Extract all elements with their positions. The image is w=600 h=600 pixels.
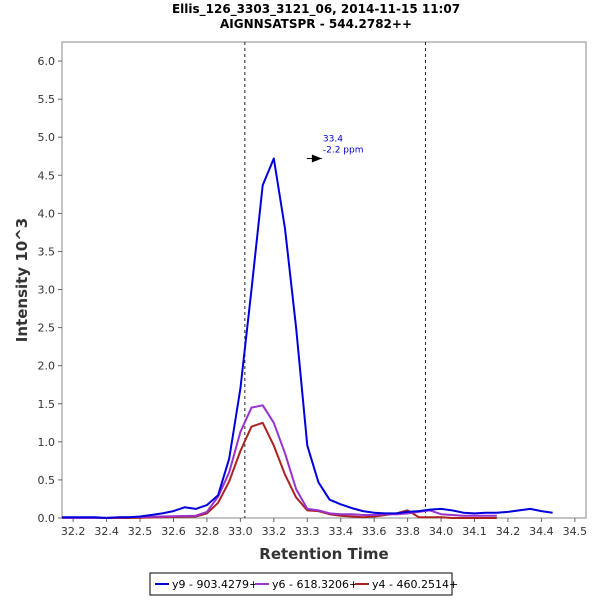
x-tick-label: 33.3 [295,525,320,538]
y-tick-label: 5.0 [38,131,56,144]
series-layer [62,157,553,519]
x-tick-label: 33.8 [395,525,420,538]
y-tick-label: 4.5 [38,169,56,182]
x-tick-label: 34.2 [496,525,521,538]
plot-area [61,41,587,519]
x-axis-label: Retention Time [259,545,388,563]
y-tick-label: 2.0 [38,360,56,373]
y-tick-label: 3.0 [38,284,56,297]
y-axis-label: Intensity 10^3 [13,218,31,342]
y-tick-label: 2.5 [38,322,56,335]
x-tick-label: 34.0 [429,525,454,538]
y-tick-label: 1.0 [38,436,56,449]
peak-annotation: 33.4-2.2 ppm [306,135,364,163]
legend-box [149,572,453,596]
x-tick-label: 32.2 [61,525,86,538]
x-tick-label: 32.4 [94,525,119,538]
legend-entry: y4 - 460.2514+ [372,578,458,591]
y-axis-ticks: 0.0 0.5 1.0 1.5 2.0 2.5 3.0 3.5 4.0 4.5 5.0 5.5 6.0 [38,55,62,525]
y-tick-label: 6.0 [38,55,56,68]
peak-annotation-ppm: -2.2 ppm [323,146,364,156]
legend: y9 - 903.4279+ y6 - 618.3206+ y4 - 460.251… [149,572,458,596]
y-tick-label: 3.5 [38,245,56,258]
x-tick-label: 34.4 [529,525,554,538]
series-line-y6 [62,404,497,519]
legend-entry: y6 - 618.3206+ [272,578,358,591]
x-tick-label: 32.6 [161,525,186,538]
legend-entry: y9 - 903.4279+ [172,578,258,591]
x-tick-label: 32.5 [128,525,153,538]
integration-boundaries [244,42,426,518]
series-line-y9 [62,157,553,519]
x-tick-label: 33.4 [328,525,353,538]
chart-subtitle: AIGNNSATSPR - 544.2782++ [220,17,412,31]
x-tick-label: 34.5 [563,525,588,538]
y-tick-label: 0.5 [38,474,56,487]
y-tick-label: 1.5 [38,398,56,411]
y-tick-label: 5.5 [38,93,56,106]
x-tick-label: 33.2 [262,525,287,538]
x-axis-ticks: 32.2 32.4 32.5 32.6 32.8 33.0 33.2 33.3 33.4 33.6… [61,518,587,538]
x-tick-label: 33.0 [228,525,253,538]
x-tick-label: 32.8 [195,525,220,538]
x-tick-label: 33.6 [362,525,387,538]
chart-title: Ellis_126_3303_3121_06, 2014-11-15 11:07 [172,2,460,17]
peak-annotation-rt: 33.4 [323,135,343,145]
y-tick-label: 4.0 [38,207,56,220]
y-tick-label: 0.0 [38,512,56,525]
x-tick-label: 34.1 [462,525,487,538]
